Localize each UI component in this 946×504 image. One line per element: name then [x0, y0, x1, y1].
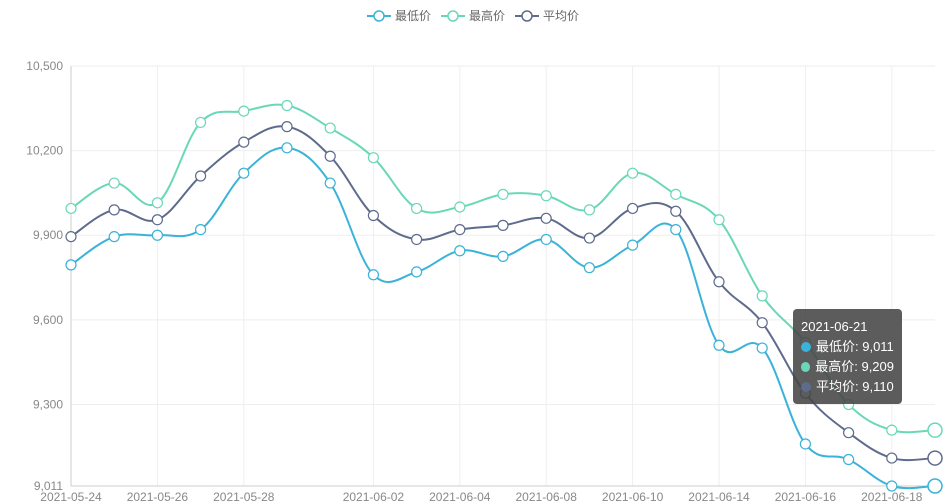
data-point-avg	[886, 452, 898, 464]
data-point-avg	[927, 450, 943, 466]
data-point-avg	[626, 202, 639, 215]
data-point-high	[497, 188, 509, 200]
data-point-high	[281, 99, 293, 112]
series-line-low	[70, 146, 936, 490]
data-point-avg	[411, 233, 423, 246]
data-point-high	[151, 197, 163, 209]
tooltip-low-dot-icon	[801, 342, 811, 352]
legend-avg-icon	[515, 9, 539, 22]
y-tick-label: 10,500	[26, 59, 63, 73]
data-point-high	[411, 202, 423, 215]
data-point-high	[583, 204, 596, 216]
data-point-avg	[454, 223, 466, 236]
data-point-high	[238, 105, 250, 117]
legend-label-low: 最低价	[394, 9, 431, 23]
tooltip-high-dot-icon	[801, 362, 811, 372]
data-point-low	[886, 480, 898, 492]
data-point-low	[324, 177, 336, 189]
tooltip-low-value: 最低价: 9,011	[816, 339, 894, 354]
data-point-low	[756, 342, 768, 354]
data-point-high	[195, 116, 207, 129]
x-tick-label: 2021-05-24	[40, 490, 102, 504]
chart-legend: 最低价 最高价 平均价	[0, 7, 946, 24]
data-point-avg	[108, 204, 120, 216]
legend-label-avg: 平均价	[543, 9, 580, 23]
x-tick-label: 2021-06-10	[602, 490, 664, 504]
legend-high-icon	[440, 9, 465, 22]
x-tick-label: 2021-06-18	[861, 490, 923, 504]
data-point-avg	[842, 427, 855, 439]
data-point-high	[927, 422, 943, 438]
data-point-avg	[367, 209, 379, 222]
x-tick-label: 2021-06-08	[516, 490, 578, 504]
data-point-high	[540, 190, 552, 202]
data-point-high	[367, 152, 379, 164]
data-point-low	[281, 142, 293, 154]
y-tick-label: 10,200	[26, 144, 63, 158]
data-point-low	[108, 231, 120, 243]
data-point-high	[713, 214, 725, 226]
x-tick-label: 2021-05-26	[127, 490, 189, 504]
y-tick-label: 9,300	[33, 397, 63, 411]
data-point-avg	[497, 219, 509, 231]
data-point-avg	[281, 121, 293, 133]
legend-item-high[interactable]: 最高价	[440, 7, 505, 24]
data-point-low	[497, 250, 509, 262]
y-tick-label: 9,600	[33, 313, 63, 327]
x-tick-label: 2021-06-16	[775, 490, 837, 504]
y-tick-label: 9,011	[34, 479, 63, 493]
data-point-low	[799, 438, 812, 450]
x-tick-label: 2021-06-02	[343, 490, 405, 504]
data-point-high	[108, 177, 120, 189]
legend-label-high: 最高价	[468, 9, 505, 23]
x-tick-label: 2021-05-28	[213, 490, 275, 504]
data-point-low	[842, 453, 855, 466]
tooltip-avg-dot-icon	[801, 382, 811, 392]
data-point-avg	[195, 170, 207, 182]
tooltip-row-high: 最高价: 9,209	[801, 357, 894, 377]
data-point-high	[65, 202, 77, 215]
data-point-low	[454, 245, 466, 257]
data-point-avg	[540, 212, 552, 224]
data-point-avg	[151, 214, 163, 226]
data-point-low	[195, 223, 207, 236]
data-point-low	[238, 167, 250, 179]
data-point-low	[411, 266, 423, 278]
data-point-low	[626, 239, 639, 251]
tooltip-row-low: 最低价: 9,011	[801, 337, 894, 357]
data-point-low	[65, 259, 77, 271]
data-point-avg	[583, 232, 596, 244]
data-point-low	[670, 223, 682, 236]
x-tick-label: 2021-06-04	[429, 490, 491, 504]
data-point-low	[151, 229, 163, 241]
data-point-avg	[756, 317, 768, 329]
data-point-low	[583, 262, 596, 274]
data-point-low	[927, 478, 943, 494]
data-point-low	[713, 339, 725, 351]
data-point-high	[626, 167, 639, 179]
data-point-high	[670, 188, 682, 200]
tooltip-date: 2021-06-21	[801, 319, 868, 334]
data-point-avg	[324, 150, 336, 162]
legend-item-avg[interactable]: 平均价	[515, 7, 579, 24]
x-tick-label: 2021-06-14	[688, 490, 750, 504]
data-point-avg	[670, 205, 682, 217]
data-point-high	[886, 424, 898, 436]
y-tick-label: 9,900	[33, 228, 63, 242]
data-point-high	[756, 290, 768, 302]
tooltip-high-value: 最高价: 9,209	[815, 359, 894, 374]
data-point-high	[324, 122, 336, 134]
data-point-avg	[238, 136, 250, 148]
tooltip-avg-value: 平均价: 9,110	[816, 379, 894, 394]
data-point-avg	[713, 276, 725, 288]
data-point-low	[367, 269, 379, 281]
legend-low-icon	[366, 9, 391, 22]
legend-item-low[interactable]: 最低价	[366, 7, 431, 24]
data-point-low	[540, 233, 552, 246]
tooltip-row-avg: 平均价: 9,110	[801, 377, 894, 397]
chart-tooltip: 2021-06-21 最低价: 9,011 最高价: 9,209 平均价: 9,…	[793, 309, 902, 404]
data-point-avg	[65, 231, 77, 243]
data-point-high	[454, 201, 466, 213]
